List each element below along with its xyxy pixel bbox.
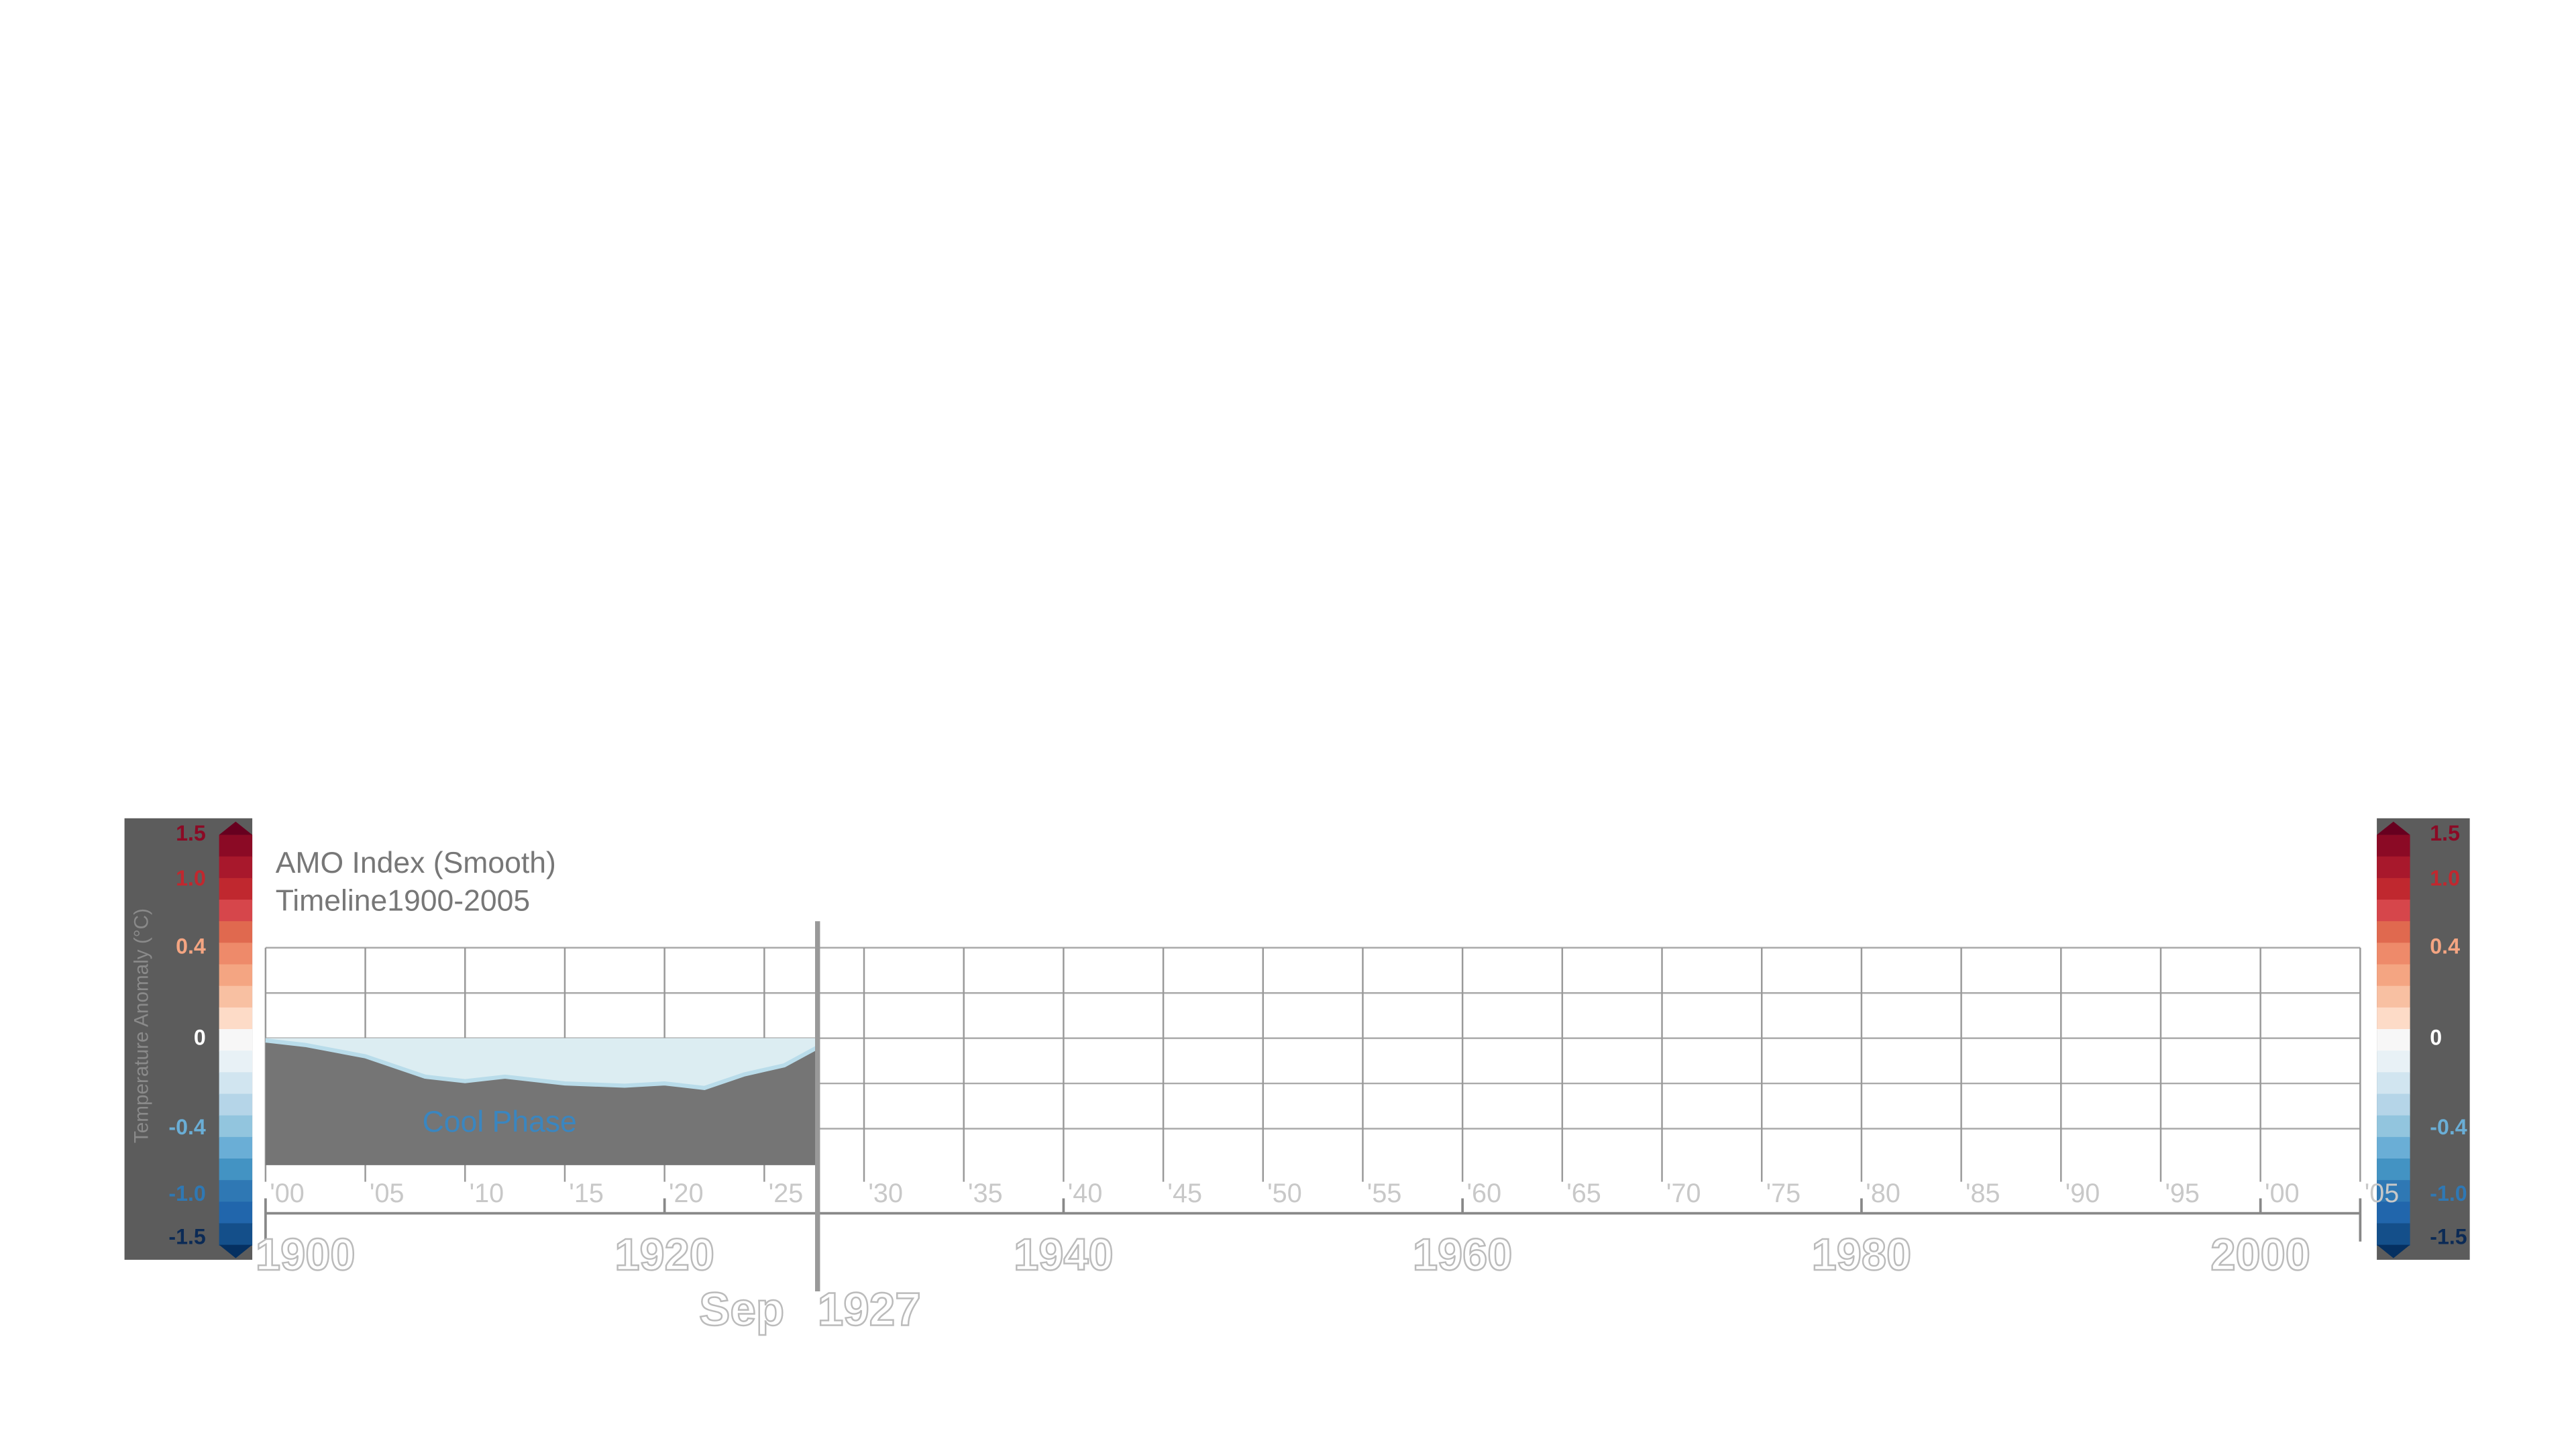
minor-year-label: '25: [769, 1179, 804, 1208]
phase-label: Cool Phase: [423, 1106, 577, 1138]
colorbar-swatch: [219, 1136, 253, 1160]
minor-year-label: '00: [270, 1179, 305, 1208]
minor-year-label: '80: [1866, 1179, 1900, 1208]
colorbar-swatch: [2377, 835, 2410, 857]
colorbar-label: 0.4: [2430, 934, 2460, 958]
colorbar-swatch: [2377, 1051, 2410, 1073]
colorbar-swatch: [219, 921, 253, 944]
colorbar-swatch: [2377, 1180, 2410, 1203]
colorbar-swatch: [2377, 921, 2410, 944]
colorbar-swatch: [2377, 985, 2410, 1009]
major-year-label: 1960: [1413, 1230, 1513, 1280]
colorbar-swatch: [219, 856, 253, 879]
colorbar-label: 0: [194, 1025, 206, 1049]
minor-year-label: '40: [1068, 1179, 1103, 1208]
colorbar-swatch: [2377, 943, 2410, 965]
colorbar-swatch: [219, 1201, 253, 1224]
colorbar-swatch: [219, 877, 253, 901]
colorbar-swatch: [219, 943, 253, 965]
minor-year-label: '45: [1167, 1179, 1202, 1208]
colorbar-swatch: [219, 985, 253, 1009]
panel-title: AMO Index (Smooth): [276, 847, 556, 879]
colorbar-label: 0: [2430, 1025, 2442, 1049]
colorbar-swatch: [219, 964, 253, 987]
minor-year-label: '90: [2065, 1179, 2100, 1208]
minor-year-label: '50: [1267, 1179, 1302, 1208]
panel-subtitle: Timeline1900-2005: [276, 885, 530, 918]
minor-year-label: '35: [968, 1179, 1003, 1208]
major-year-label: 1980: [1812, 1230, 1912, 1280]
major-year-label: 1940: [1014, 1230, 1114, 1280]
minor-year-label: '65: [1566, 1179, 1601, 1208]
colorbar-label: -1.0: [168, 1181, 205, 1205]
colorbar-swatch: [2377, 1115, 2410, 1138]
colorbar-title: Temperature Anomaly (°C): [131, 908, 153, 1143]
colorbar-cap: [219, 821, 253, 835]
colorbar-swatch: [2377, 1201, 2410, 1224]
major-year-label: 1900: [256, 1230, 356, 1280]
cursor-year: 1927: [818, 1283, 921, 1335]
colorbar-swatch: [219, 1029, 253, 1052]
colorbar-swatch: [2377, 1029, 2410, 1052]
minor-year-label: '00: [2265, 1179, 2300, 1208]
colorbar-label: 1.0: [176, 866, 206, 890]
minor-year-label: '10: [470, 1179, 504, 1208]
colorbar-swatch: [219, 1115, 253, 1138]
colorbar-swatch: [219, 1007, 253, 1030]
colorbar-cap: [219, 1244, 253, 1258]
colorbar-label: -0.4: [168, 1115, 206, 1139]
major-year-label: 1920: [614, 1230, 714, 1280]
colorbar-swatch: [219, 1180, 253, 1203]
colorbar-cap: [2377, 821, 2410, 835]
colorbar-swatch: [2377, 1072, 2410, 1095]
minor-year-label: '75: [1766, 1179, 1801, 1208]
colorbar-swatch: [2377, 1223, 2410, 1246]
colorbar-label: -1.5: [2430, 1224, 2467, 1248]
colorbar-swatch: [2377, 964, 2410, 987]
amo-line: [265, 1038, 819, 1090]
minor-year-label: '05: [2365, 1179, 2400, 1208]
colorbar-swatch: [2377, 900, 2410, 922]
colorbar-swatch: [2377, 856, 2410, 879]
colorbar-swatch: [2377, 1007, 2410, 1030]
colorbar-swatch: [2377, 877, 2410, 901]
colorbar-swatch: [219, 835, 253, 857]
minor-year-label: '95: [2165, 1179, 2200, 1208]
colorbar-cap: [2377, 1244, 2410, 1258]
colorbar-swatch: [219, 900, 253, 922]
colorbar-swatch: [2377, 1159, 2410, 1181]
minor-year-label: '20: [669, 1179, 704, 1208]
amo-backdrop: [265, 1040, 818, 1165]
minor-year-label: '60: [1467, 1179, 1502, 1208]
colorbar-label: 1.5: [176, 821, 206, 845]
minor-year-label: '55: [1367, 1179, 1402, 1208]
colorbar-label: 0.4: [176, 934, 206, 958]
colorbar-label: 1.0: [2430, 866, 2460, 890]
colorbar-swatch: [219, 1051, 253, 1073]
major-year-label: 2000: [2210, 1230, 2310, 1280]
minor-year-label: '05: [370, 1179, 405, 1208]
minor-year-label: '15: [569, 1179, 604, 1208]
cursor-month: Sep: [699, 1283, 784, 1335]
colorbar-swatch: [219, 1072, 253, 1095]
minor-year-label: '30: [868, 1179, 903, 1208]
colorbar-label: -0.4: [2430, 1115, 2467, 1139]
minor-year-label: '70: [1666, 1179, 1701, 1208]
colorbar-swatch: [219, 1093, 253, 1116]
colorbar-swatch: [2377, 1136, 2410, 1160]
colorbar-label: -1.0: [2430, 1181, 2467, 1205]
colorbar-swatch: [2377, 1093, 2410, 1116]
amo-area: [265, 1038, 818, 1088]
colorbar-label: 1.5: [2430, 821, 2460, 845]
colorbar-swatch: [219, 1223, 253, 1246]
minor-year-label: '85: [1966, 1179, 2000, 1208]
colorbar-label: -1.5: [168, 1224, 205, 1248]
colorbar-swatch: [219, 1159, 253, 1181]
